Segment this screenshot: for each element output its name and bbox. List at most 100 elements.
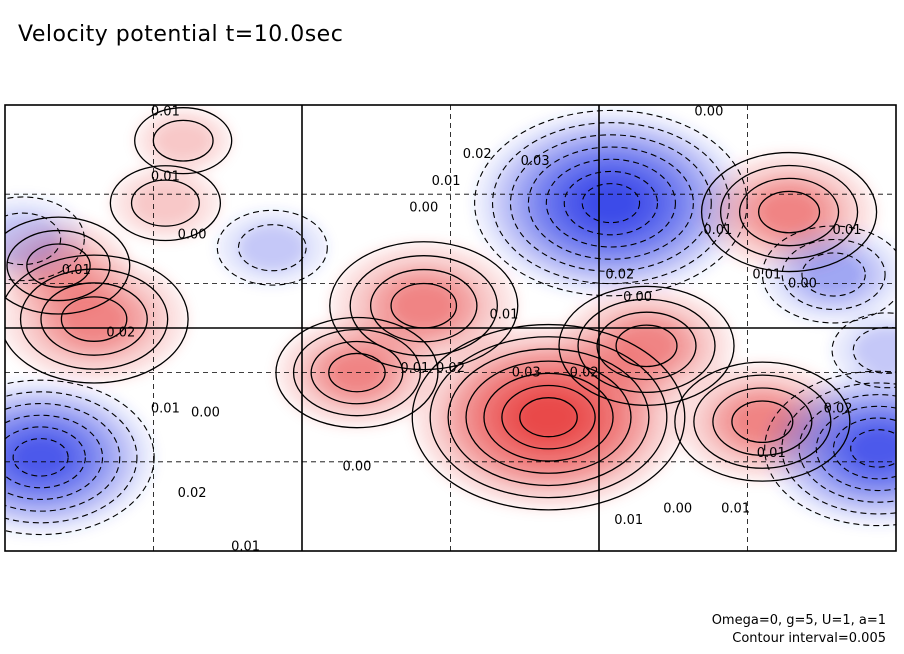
contour-layer	[5, 107, 896, 536]
contour-label: 0.02	[570, 366, 599, 381]
contours-pos-right-lower	[674, 361, 851, 482]
shade-ring	[519, 397, 578, 437]
contour-line	[781, 238, 886, 311]
contour-label: 0.03	[521, 154, 550, 169]
contour-line	[5, 216, 131, 315]
contour-line	[577, 298, 716, 394]
contour-label: 0.01	[151, 105, 180, 120]
contour-label: 0.00	[342, 459, 371, 474]
contour-line	[5, 426, 86, 489]
contour-line	[558, 285, 735, 406]
contour-line	[615, 324, 678, 368]
contour-label: 0.01	[703, 223, 732, 238]
contours-pos-mid-upper	[329, 241, 519, 371]
contour-label: 0.02	[824, 401, 853, 416]
contours-neg-bottom-left	[5, 379, 155, 536]
contour-line	[501, 384, 596, 450]
contours-pos-left	[5, 254, 189, 384]
contour-line	[757, 190, 821, 234]
contour-line	[483, 372, 614, 462]
contour-label: 0.01	[62, 263, 91, 278]
contour-line	[719, 164, 859, 260]
extremum-neg-top-center	[474, 110, 748, 296]
shade-ring	[850, 429, 896, 468]
contour-line	[492, 122, 730, 285]
contours-neg-upper-left-center	[216, 209, 328, 286]
contour-line	[134, 107, 233, 175]
extremum-pos-top-left	[134, 107, 232, 174]
chart-title: Velocity potential t=10.0sec	[18, 22, 344, 47]
contour-line	[19, 268, 169, 370]
contour-label: 0.01	[151, 169, 180, 184]
contour-line	[731, 400, 794, 444]
contour-line	[447, 348, 650, 487]
contour-line	[411, 323, 686, 511]
contour-line	[429, 336, 668, 499]
contour-label: 0.00	[178, 227, 207, 242]
contour-label: 0.00	[409, 201, 438, 216]
contour-line	[781, 382, 896, 515]
contour-line	[26, 243, 91, 288]
contours-neg-bottom-right	[764, 370, 896, 527]
contour-line	[130, 179, 200, 227]
contour-line	[349, 255, 498, 357]
contour-label: 0.02	[436, 361, 465, 376]
extremum-neg-upper-left-center	[217, 210, 328, 286]
shade-ring	[853, 327, 896, 374]
contour-line	[519, 397, 578, 438]
contour-line	[596, 311, 697, 381]
contour-line	[237, 224, 307, 272]
contour-label: 0.01	[721, 502, 750, 517]
contour-line	[60, 296, 128, 342]
extremum-pos-top-left2	[110, 165, 221, 241]
shade-ring	[153, 120, 214, 161]
contour-line	[5, 391, 138, 524]
contour-line	[581, 183, 641, 224]
contour-line	[509, 134, 712, 272]
contour-label: 0.00	[663, 502, 692, 517]
contour-line	[465, 360, 632, 474]
contours-neg-top-center	[474, 109, 748, 297]
contour-line	[712, 387, 813, 456]
shade-ring	[582, 183, 640, 223]
contour-label: 0.00	[191, 406, 220, 421]
contour-label: 0.01	[432, 174, 461, 189]
contour-line	[5, 212, 62, 266]
contour-label-layer: 0.01 0.00 0.01 0.02 0.03 0.01 0.00 0.00 0.01 0.01…	[62, 105, 862, 555]
contour-line	[329, 241, 519, 371]
contour-label: 0.02	[178, 486, 207, 501]
contour-label: 0.01	[614, 513, 643, 528]
contour-line	[850, 429, 896, 468]
contours-pos-center-low	[411, 323, 686, 511]
contour-line	[12, 438, 69, 477]
contour-label: 0.01	[489, 308, 518, 323]
shade-ring	[758, 191, 820, 233]
contour-line	[798, 394, 896, 503]
contours-pos-center-right-small	[558, 285, 735, 406]
extremum-neg-right-center	[832, 312, 896, 388]
contour-label: 0.00	[623, 290, 652, 305]
contour-line	[5, 196, 85, 282]
contour-label: 0.01	[151, 401, 180, 416]
contours-pos-right-upper	[700, 151, 878, 273]
contour-label: 0.00	[694, 105, 723, 120]
contour-line	[801, 252, 866, 297]
contour-label: 0.00	[788, 276, 817, 291]
footer-interval: Contour interval=0.005	[732, 631, 886, 646]
contour-label: 0.02	[605, 267, 634, 282]
contour-label: 0.01	[231, 540, 260, 555]
shade-ring	[238, 224, 307, 271]
contour-line	[761, 225, 896, 324]
contour-line	[693, 374, 832, 469]
contour-line	[674, 361, 851, 482]
shade-ring	[5, 213, 61, 265]
contour-line	[152, 119, 214, 162]
contour-label: 0.01	[833, 223, 862, 238]
contour-line	[738, 177, 840, 247]
contour-line	[216, 209, 328, 286]
contour-label: 0.01	[752, 267, 781, 282]
contour-line	[40, 282, 148, 356]
contours-pos-top-left2	[109, 165, 222, 242]
footer-params: Omega=0, g=5, U=1, a=1	[711, 613, 886, 628]
